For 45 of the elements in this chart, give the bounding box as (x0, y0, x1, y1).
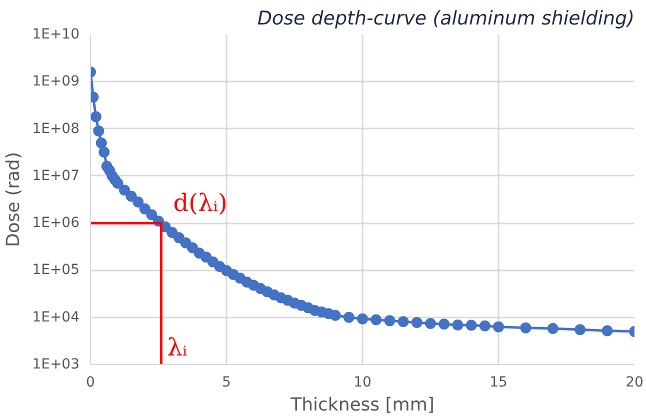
point (438, 318, 450, 330)
x-tick-label: 20 (626, 374, 644, 390)
y-tick-label: 1E+10 (32, 26, 80, 42)
y-tick-label: 1E+08 (32, 120, 80, 137)
x-tick-label: 15 (490, 374, 508, 390)
point (493, 321, 504, 332)
point (343, 312, 354, 323)
y-tick-label: 1E+09 (32, 74, 80, 90)
point (90, 111, 102, 122)
x-tick-label: 5 (222, 374, 231, 390)
point (132, 196, 144, 208)
x-tick-label: 0 (86, 374, 95, 390)
point (479, 320, 490, 332)
point (112, 178, 124, 189)
point (98, 146, 110, 158)
y-tick-label: 1E+07 (32, 168, 80, 184)
annotation: d(λᵢ) (173, 189, 228, 218)
point (370, 314, 382, 326)
point (357, 313, 368, 324)
annotation: λᵢ (167, 334, 188, 362)
point (466, 320, 477, 331)
point (96, 137, 107, 148)
point (146, 209, 158, 220)
x-axis-title: Thickness [mm] (290, 394, 434, 416)
chart-title: Dose depth-curve (aluminum shielding) (257, 8, 635, 30)
y-axis-title: Dose (rad) (3, 152, 24, 247)
point (126, 190, 137, 202)
point (139, 203, 150, 214)
point (119, 184, 130, 196)
point (574, 324, 586, 336)
point (520, 322, 532, 334)
y-tick-label: 1E+06 (32, 215, 80, 232)
point (93, 125, 104, 136)
point (384, 315, 396, 326)
y-tick-label: 1E+03 (32, 356, 80, 372)
point (452, 319, 464, 330)
y-tick-label: 1E+05 (32, 262, 80, 278)
point (330, 310, 341, 321)
point (602, 325, 613, 336)
y-tick-label: 1E+04 (32, 309, 80, 326)
point (547, 323, 558, 334)
point (398, 316, 409, 328)
x-tick-label: 10 (354, 374, 372, 390)
point (425, 318, 436, 330)
point (411, 316, 422, 328)
